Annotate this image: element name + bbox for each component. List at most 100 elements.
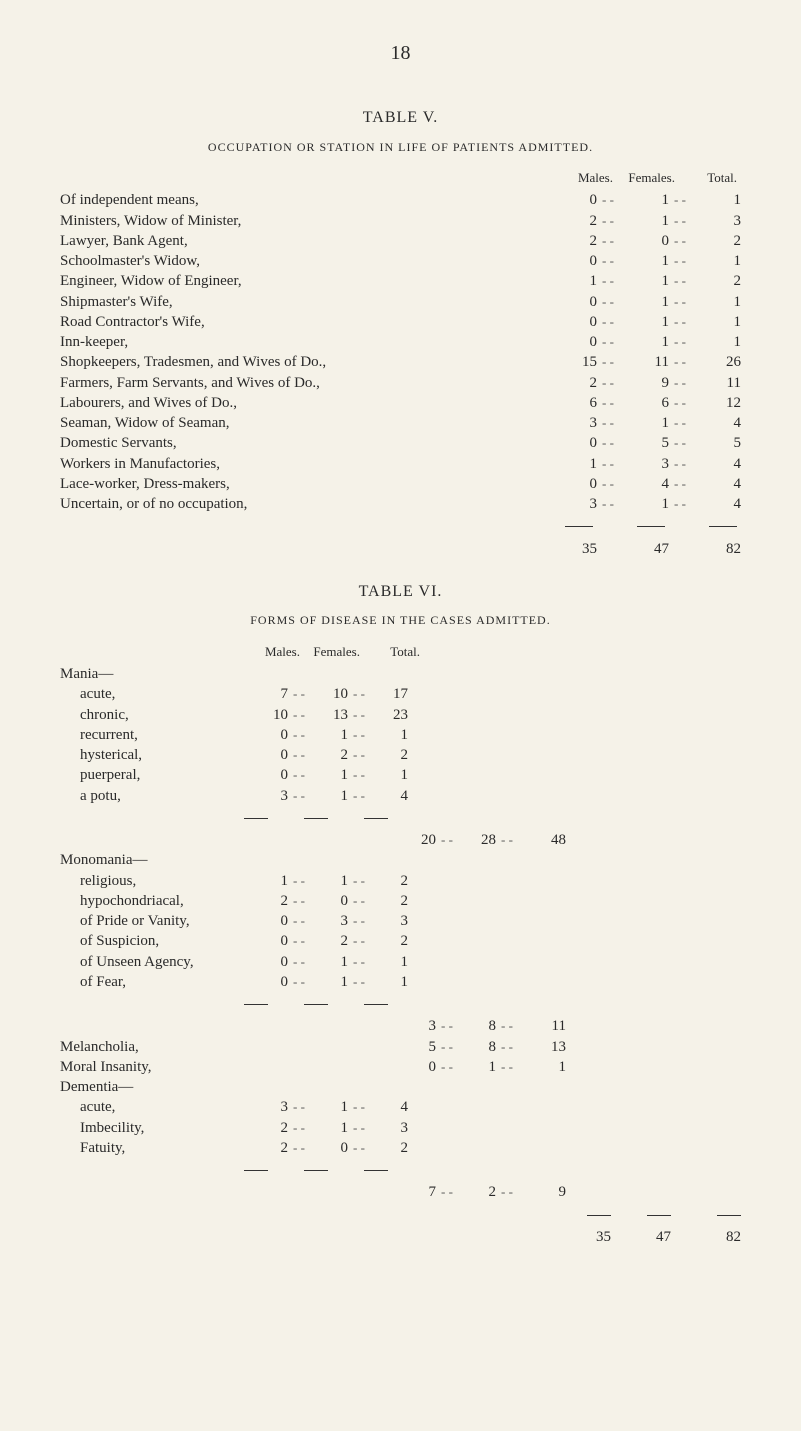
cell-females: 1	[310, 1097, 348, 1117]
row-label: Of independent means,	[60, 190, 547, 210]
row-label: Engineer, Widow of Engineer,	[60, 271, 547, 291]
row-label: Schoolmaster's Widow,	[60, 251, 547, 271]
row-label: Seaman, Widow of Seaman,	[60, 413, 547, 433]
table-row: puerperal,0- -1- -1	[60, 765, 741, 785]
table-row: recurrent,0- -1- -1	[60, 725, 741, 745]
group-m: 3	[398, 1016, 436, 1036]
t6-grand-t: 82	[703, 1227, 741, 1247]
cell-males: 6	[547, 393, 597, 413]
cell-males: 0	[250, 952, 288, 972]
cell-males: 0	[547, 251, 597, 271]
group-total-row: 20- -28- -48	[60, 830, 741, 850]
cell-females: 11	[619, 352, 669, 372]
t6-grand-m: 35	[573, 1227, 611, 1247]
cell-females: 1	[619, 211, 669, 231]
table-row: chronic,10- -13- -23	[60, 705, 741, 725]
cell-total: 1	[691, 251, 741, 271]
page-number: 18	[60, 40, 741, 67]
cell-females: 1	[619, 271, 669, 291]
cell-males: 2	[547, 211, 597, 231]
cell-males: 10	[250, 705, 288, 725]
table-row: Lawyer, Bank Agent,2- -0- -2	[60, 231, 741, 251]
row-label: recurrent,	[60, 725, 250, 745]
cell-total: 4	[370, 1097, 408, 1117]
cell-total: 4	[691, 413, 741, 433]
table-row: religious,1- -1- -2	[60, 871, 741, 891]
table-row: Shopkeepers, Tradesmen, and Wives of Do.…	[60, 352, 741, 372]
cell-females: 1	[310, 972, 348, 992]
cell-females: 1	[619, 251, 669, 271]
cell-m: 5	[398, 1037, 436, 1057]
row-label: Mania—	[60, 664, 230, 684]
cell-males: 0	[250, 765, 288, 785]
cell-total: 2	[370, 931, 408, 951]
row-label: Shipmaster's Wife,	[60, 292, 547, 312]
row-label: Shopkeepers, Tradesmen, and Wives of Do.…	[60, 352, 547, 372]
table5-subtitle: OCCUPATION OR STATION IN LIFE OF PATIENT…	[60, 139, 741, 155]
cell-females: 10	[310, 684, 348, 704]
col-females: Females.	[613, 169, 675, 187]
cell-total: 1	[691, 312, 741, 332]
cell-males: 0	[547, 433, 597, 453]
row-label: Labourers, and Wives of Do.,	[60, 393, 547, 413]
cell-males: 2	[250, 1138, 288, 1158]
cell-total: 17	[370, 684, 408, 704]
table-row: Inn-keeper,0- -1- -1	[60, 332, 741, 352]
row-label: Lawyer, Bank Agent,	[60, 231, 547, 251]
table-row: Melancholia,5- -8- -13	[60, 1037, 741, 1057]
t6-col-total: Total.	[360, 643, 420, 661]
cell-males: 1	[547, 454, 597, 474]
cell-total: 4	[691, 474, 741, 494]
cell-females: 13	[310, 705, 348, 725]
cell-males: 0	[547, 332, 597, 352]
cell-females: 2	[310, 745, 348, 765]
cell-total: 1	[691, 292, 741, 312]
table-row: hypochondriacal,2- -0- -2	[60, 891, 741, 911]
cell-males: 0	[547, 292, 597, 312]
cell-total: 4	[370, 786, 408, 806]
group-f: 8	[458, 1016, 496, 1036]
cell-total: 1	[370, 765, 408, 785]
t5-total-f: 47	[619, 539, 669, 559]
cell-males: 0	[250, 725, 288, 745]
table-row: Schoolmaster's Widow,0- -1- -1	[60, 251, 741, 271]
group-m: 7	[398, 1182, 436, 1202]
cell-males: 2	[250, 1118, 288, 1138]
cell-females: 1	[619, 332, 669, 352]
cell-males: 3	[547, 494, 597, 514]
table-row: Fatuity,2- -0- -2	[60, 1138, 741, 1158]
table-row: acute,3- -1- -4	[60, 1097, 741, 1117]
table5-title: TABLE V.	[60, 107, 741, 129]
cell-males: 0	[250, 931, 288, 951]
cell-t: 13	[528, 1037, 566, 1057]
table-row: Shipmaster's Wife,0- -1- -1	[60, 292, 741, 312]
cell-total: 3	[370, 1118, 408, 1138]
table6-inner-headers: Males. Females. Total.	[60, 643, 741, 661]
row-label: acute,	[60, 1097, 250, 1117]
row-label: of Pride or Vanity,	[60, 911, 250, 931]
row-label: of Unseen Agency,	[60, 952, 250, 972]
cell-total: 2	[370, 745, 408, 765]
table5-body: Of independent means,0- -1- -1Ministers,…	[60, 190, 741, 514]
table-row: Lace-worker, Dress-makers,0- -4- -4	[60, 474, 741, 494]
cell-females: 0	[619, 231, 669, 251]
table-row: hysterical,0- -2- -2	[60, 745, 741, 765]
row-label: Monomania—	[60, 850, 230, 870]
table-row: Moral Insanity,0- -1- -1	[60, 1057, 741, 1077]
cell-total: 4	[691, 494, 741, 514]
t6-col-males: Males.	[240, 643, 300, 661]
cell-total: 1	[370, 972, 408, 992]
table-row: Uncertain, or of no occupation,3- -1- -4	[60, 494, 741, 514]
group-total-row: 3- -8- -11	[60, 1016, 741, 1036]
row-label: Domestic Servants,	[60, 433, 547, 453]
row-label: Ministers, Widow of Minister,	[60, 211, 547, 231]
row-label: Workers in Manufactories,	[60, 454, 547, 474]
cell-females: 9	[619, 373, 669, 393]
cell-females: 3	[310, 911, 348, 931]
row-label: Road Contractor's Wife,	[60, 312, 547, 332]
group-f: 2	[458, 1182, 496, 1202]
cell-females: 5	[619, 433, 669, 453]
row-label: Fatuity,	[60, 1138, 250, 1158]
cell-females: 2	[310, 931, 348, 951]
group-t: 11	[528, 1016, 566, 1036]
